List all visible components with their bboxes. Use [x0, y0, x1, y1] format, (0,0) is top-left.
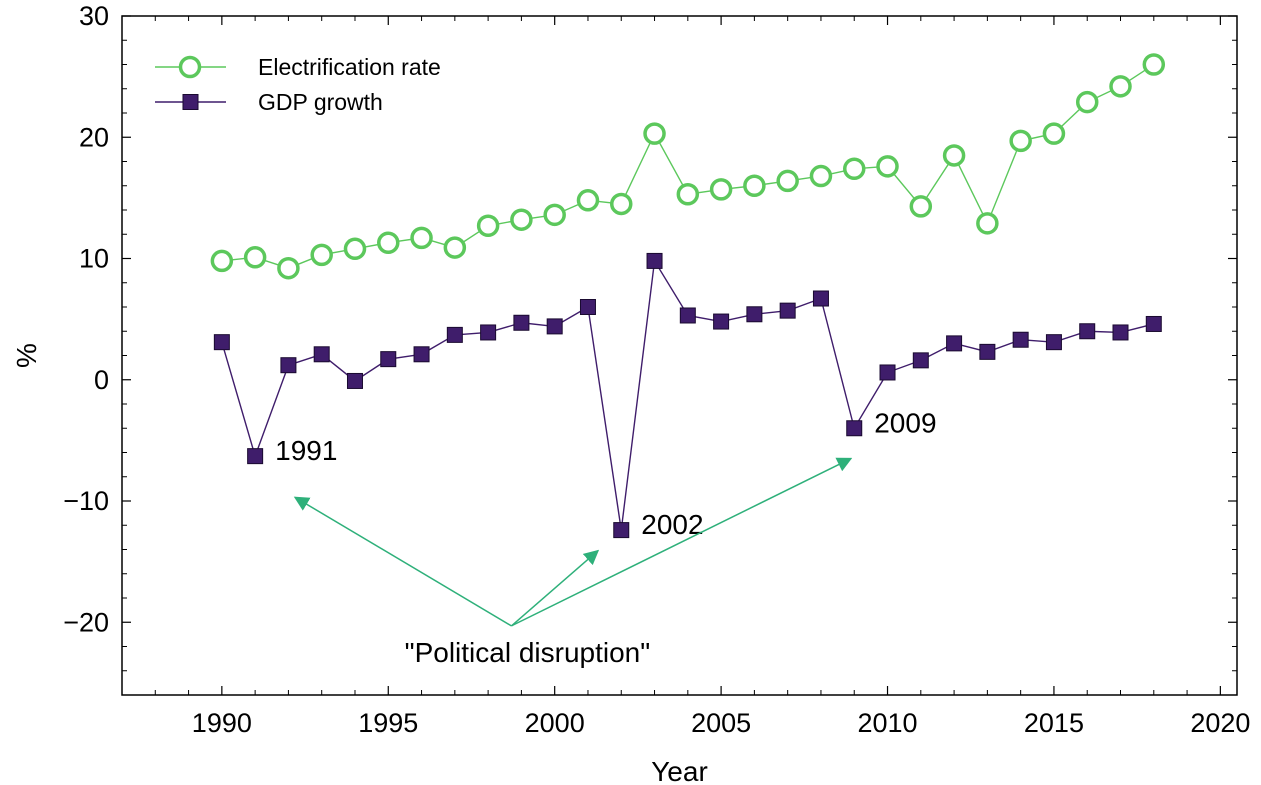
- gdp-growth-point: [1012, 331, 1029, 348]
- gdp-growth-point: [247, 448, 264, 465]
- gdp-growth-point: [713, 313, 730, 330]
- gdp-growth-point: [779, 302, 796, 319]
- electrification-point: [210, 249, 234, 273]
- series-line-gdp-growth: [221, 258, 1154, 531]
- electrification-point: [709, 178, 733, 201]
- electrification-point: [942, 144, 966, 167]
- electrification-point: [476, 214, 500, 238]
- gdp-growth-point: [513, 314, 530, 331]
- gdp-growth-point: [1145, 315, 1162, 332]
- y-tick-label: 0: [94, 365, 109, 395]
- legend-marker-square: [182, 94, 199, 110]
- annotation-year-label: 2002: [641, 509, 703, 540]
- x-tick-label: 2000: [525, 708, 585, 738]
- x-tick-label: 2020: [1190, 708, 1250, 738]
- y-tick-label: 20: [79, 122, 109, 152]
- callout-arrow: [511, 457, 853, 627]
- gdp-growth-point: [679, 307, 696, 324]
- electrification-point: [310, 243, 333, 267]
- legend-marker-circle: [178, 55, 202, 79]
- annotation-year-label: 1991: [275, 435, 337, 466]
- gdp-growth-point: [1079, 323, 1096, 340]
- y-tick-label: −20: [63, 607, 109, 637]
- gdp-growth-point: [1112, 324, 1129, 341]
- x-tick-label: 2005: [691, 708, 751, 738]
- electrification-point: [277, 256, 300, 280]
- electrification-point: [909, 195, 933, 218]
- gdp-growth-point: [746, 306, 763, 323]
- gdp-growth-point: [646, 252, 663, 269]
- x-tick-label: 1990: [192, 708, 252, 738]
- x-tick-label: 1995: [358, 708, 418, 738]
- legend-label: Electrification rate: [258, 54, 441, 80]
- gdp-growth-point: [946, 335, 963, 352]
- electrification-point: [543, 203, 566, 227]
- electrification-point: [1142, 53, 1166, 76]
- gdp-growth-point: [213, 334, 230, 351]
- gdp-growth-point: [979, 343, 996, 360]
- electrification-point: [643, 122, 666, 145]
- gdp-growth-point: [846, 420, 863, 437]
- electrification-point: [809, 164, 833, 188]
- gdp-growth-point: [579, 299, 596, 315]
- gdp-growth-point: [1045, 334, 1062, 351]
- electrification-point: [1009, 129, 1032, 153]
- electrification-point: [776, 169, 799, 193]
- gdp-growth-point: [413, 346, 430, 363]
- gdp-growth-point: [546, 318, 563, 335]
- electrification-point: [510, 208, 533, 231]
- electrification-point: [743, 174, 766, 197]
- electrification-point: [443, 236, 467, 259]
- electrification-point: [1109, 75, 1132, 98]
- electrification-point: [343, 237, 367, 261]
- gdp-growth-point: [480, 324, 497, 341]
- annotation-year-label: 2009: [874, 407, 936, 438]
- gdp-growth-point: [613, 522, 630, 539]
- callout-arrow: [293, 496, 512, 627]
- callout-label: "Political disruption": [405, 637, 651, 668]
- gdp-growth-point: [812, 290, 829, 307]
- y-axis-title: %: [11, 343, 42, 368]
- electrification-point: [876, 155, 899, 178]
- electrification-point: [377, 231, 400, 254]
- electrification-point: [676, 182, 700, 206]
- x-tick-label: 2015: [1024, 708, 1084, 738]
- gdp-growth-point: [313, 346, 330, 363]
- electrification-point: [243, 246, 267, 269]
- gdp-growth-point: [879, 364, 896, 381]
- gdp-growth-point: [346, 372, 363, 389]
- gdp-growth-point: [446, 326, 463, 343]
- electrification-point: [576, 189, 600, 212]
- x-tick-label: 2010: [857, 708, 917, 738]
- electrification-point: [976, 212, 999, 235]
- x-axis-title: Year: [651, 756, 708, 785]
- y-tick-label: 10: [79, 244, 109, 274]
- y-tick-label: −10: [63, 486, 109, 516]
- gdp-growth-point: [380, 351, 397, 368]
- electrification-point: [610, 192, 633, 216]
- electrification-point: [410, 226, 433, 250]
- electrification-point: [842, 157, 866, 181]
- y-tick-label: 30: [79, 1, 109, 31]
- callout-arrow: [510, 549, 600, 627]
- gdp-growth-point: [912, 352, 929, 369]
- electrification-point: [1075, 90, 1099, 114]
- electrification-point: [1042, 122, 1066, 145]
- legend-label: GDP growth: [258, 89, 383, 115]
- gdp-growth-point: [280, 357, 297, 374]
